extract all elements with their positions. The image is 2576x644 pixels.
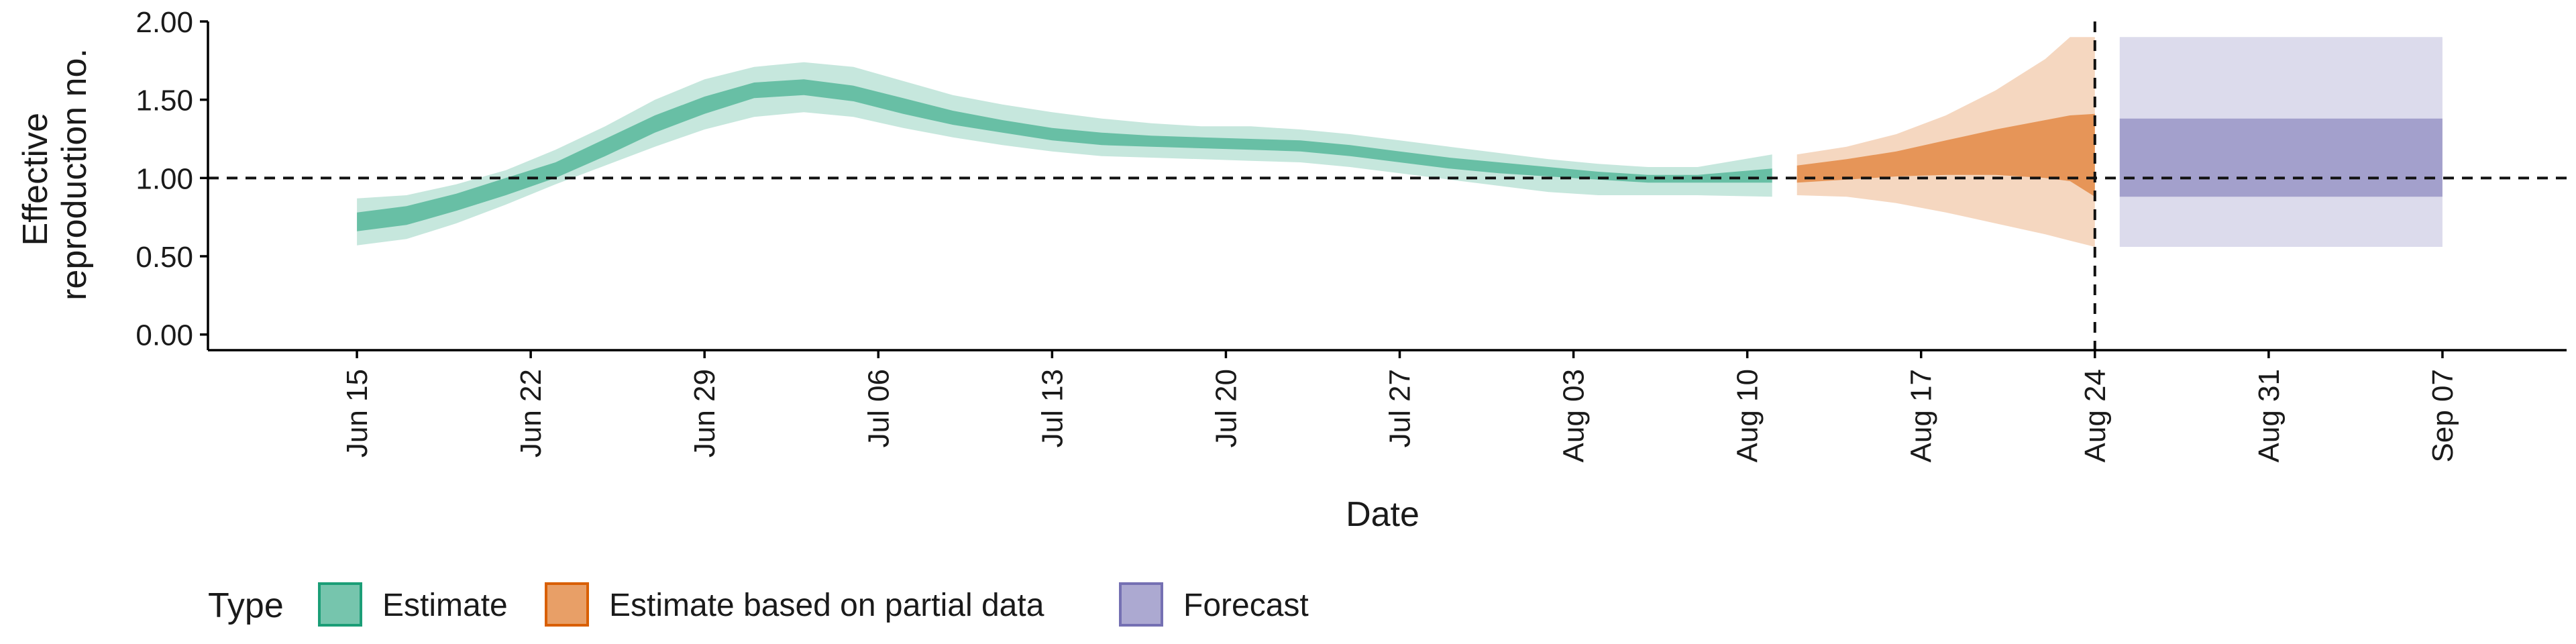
y-tick-label: 0.00 xyxy=(136,319,193,352)
x-tick-label: Sep 07 xyxy=(2426,369,2459,462)
x-tick-label: Jul 13 xyxy=(1036,369,1069,447)
x-tick-label: Aug 24 xyxy=(2079,369,2112,462)
forecast-inner-band xyxy=(2119,118,2443,197)
y-axis-title: Effective reproduction no. xyxy=(16,48,94,301)
legend-swatch-forecast xyxy=(1119,582,1163,627)
x-axis-title: Date xyxy=(1346,495,1419,534)
x-tick-label: Jul 06 xyxy=(862,369,895,447)
x-tick-label: Aug 10 xyxy=(1731,369,1764,462)
x-tick-label: Aug 31 xyxy=(2253,369,2286,462)
y-tick-label: 0.50 xyxy=(136,241,193,274)
x-tick-label: Jul 20 xyxy=(1210,369,1242,447)
x-tick-label: Jul 27 xyxy=(1384,369,1417,447)
x-tick-label: Jun 29 xyxy=(688,369,721,458)
legend-label-estimate-based-on-partial-data: Estimate based on partial data xyxy=(609,588,1044,623)
legend-title: Type xyxy=(208,586,284,625)
y-tick-label: 1.00 xyxy=(136,162,193,195)
legend-swatch-estimate-based-on-partial-data xyxy=(545,582,589,627)
x-tick-label: Jun 22 xyxy=(515,369,547,458)
x-tick-label: Jun 15 xyxy=(341,369,374,458)
y-axis-title-line-2: reproduction no. xyxy=(55,48,94,301)
estimate-outer-band xyxy=(357,62,1772,246)
y-axis-title-line-1: Effective xyxy=(16,113,55,246)
legend-label-forecast: Forecast xyxy=(1183,588,1309,623)
y-tick-label: 1.50 xyxy=(136,85,193,117)
legend-label-estimate: Estimate xyxy=(382,588,508,623)
band-layer xyxy=(357,37,2443,248)
legend: Type Estimate Estimate based on partial da… xyxy=(208,582,1309,627)
x-tick-label: Aug 03 xyxy=(1558,369,1591,462)
legend-swatch-estimate xyxy=(318,582,362,627)
y-tick-label: 2.00 xyxy=(136,6,193,39)
x-tick-label: Aug 17 xyxy=(1905,369,1938,462)
estimate-based-on-partial-data-inner-band xyxy=(1796,113,2095,197)
axes: 0.00 0.50 1.00 1.50 2.00 Jun 15 Jun 22 Jun 29 Ju… xyxy=(136,6,2567,462)
